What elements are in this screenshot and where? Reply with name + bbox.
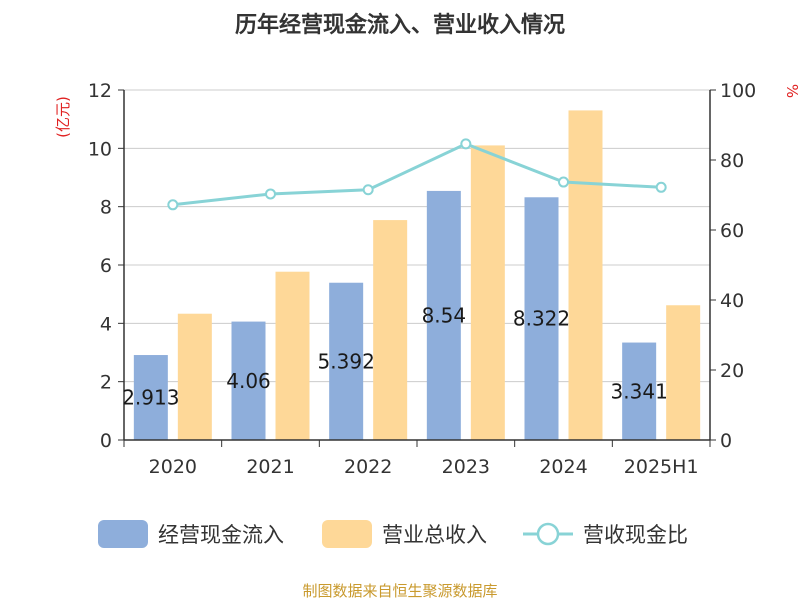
right-tick-label: 40 (720, 290, 744, 312)
x-tick-label: 2021 (246, 456, 294, 478)
legend-swatch (98, 520, 148, 548)
x-tick-label: 2022 (344, 456, 392, 478)
axes: 0 2 4 6 8 10 12 0 20 40 60 80 100 2020 2021 2022 2023 202… (88, 80, 756, 478)
left-tick-label: 0 (100, 430, 112, 452)
bar-cash-inflow (622, 342, 657, 440)
left-tick-label: 6 (100, 255, 112, 277)
legend-marker (536, 522, 560, 546)
bars (133, 110, 701, 441)
bar-cash-inflow (133, 355, 168, 440)
legend-label: 营业总收入 (382, 523, 487, 547)
ratio-point (460, 138, 472, 150)
bar-revenue (177, 313, 212, 440)
ratio-line-path (172, 142, 662, 207)
left-tick-label: 10 (88, 138, 112, 160)
right-tick-label: 20 (720, 360, 744, 382)
bar-cash-inflow (329, 282, 364, 440)
bar-revenue (568, 110, 603, 441)
x-tick-label: 2025H1 (624, 456, 699, 478)
grid-lines (124, 89, 710, 383)
x-tick-label: 2020 (149, 456, 197, 478)
data-label: 2.913 (122, 386, 179, 410)
x-tick-label: 2023 (442, 456, 490, 478)
left-axis-unit: (亿元) (54, 96, 72, 138)
right-tick-label: 0 (720, 430, 732, 452)
bar-revenue (666, 305, 701, 440)
data-label: 4.06 (226, 369, 271, 393)
data-label: 8.54 (422, 303, 467, 327)
ratio-point (362, 184, 374, 196)
bar-cash-inflow (231, 321, 266, 440)
left-tick-label: 2 (100, 372, 112, 394)
left-tick-label: 12 (88, 80, 112, 102)
chart-title: 历年经营现金流入、营业收入情况 (235, 12, 565, 38)
right-tick-label: 60 (720, 220, 744, 242)
left-tick-label: 8 (100, 197, 112, 219)
legend-label: 营收现金比 (583, 523, 688, 547)
ratio-point (167, 199, 179, 211)
bar-revenue (373, 220, 408, 440)
ratio-point (655, 181, 667, 193)
bar-revenue (275, 271, 310, 440)
data-label: 5.392 (318, 349, 375, 373)
bar-cash-inflow (426, 190, 461, 440)
data-label: 8.322 (513, 307, 570, 331)
legend-swatch (322, 520, 372, 548)
legend: 经营现金流入 营业总收入 营收现金比 (98, 520, 688, 548)
ratio-point (558, 176, 569, 188)
ratio-line (167, 138, 667, 211)
legend-label: 经营现金流入 (158, 523, 284, 547)
right-tick-label: 80 (720, 150, 744, 172)
ratio-point (265, 188, 276, 200)
right-axis-unit: % (783, 84, 800, 98)
data-labels: 2.913 4.06 5.392 8.54 8.322 3.341 (122, 303, 668, 409)
data-label: 3.341 (611, 379, 668, 403)
bar-cash-inflow (524, 197, 559, 440)
x-tick-label: 2024 (539, 456, 587, 478)
left-tick-label: 4 (100, 313, 112, 335)
source-note: 制图数据来自恒生聚源数据库 (302, 582, 497, 600)
bar-revenue (470, 145, 505, 440)
right-tick-label: 100 (720, 80, 756, 102)
